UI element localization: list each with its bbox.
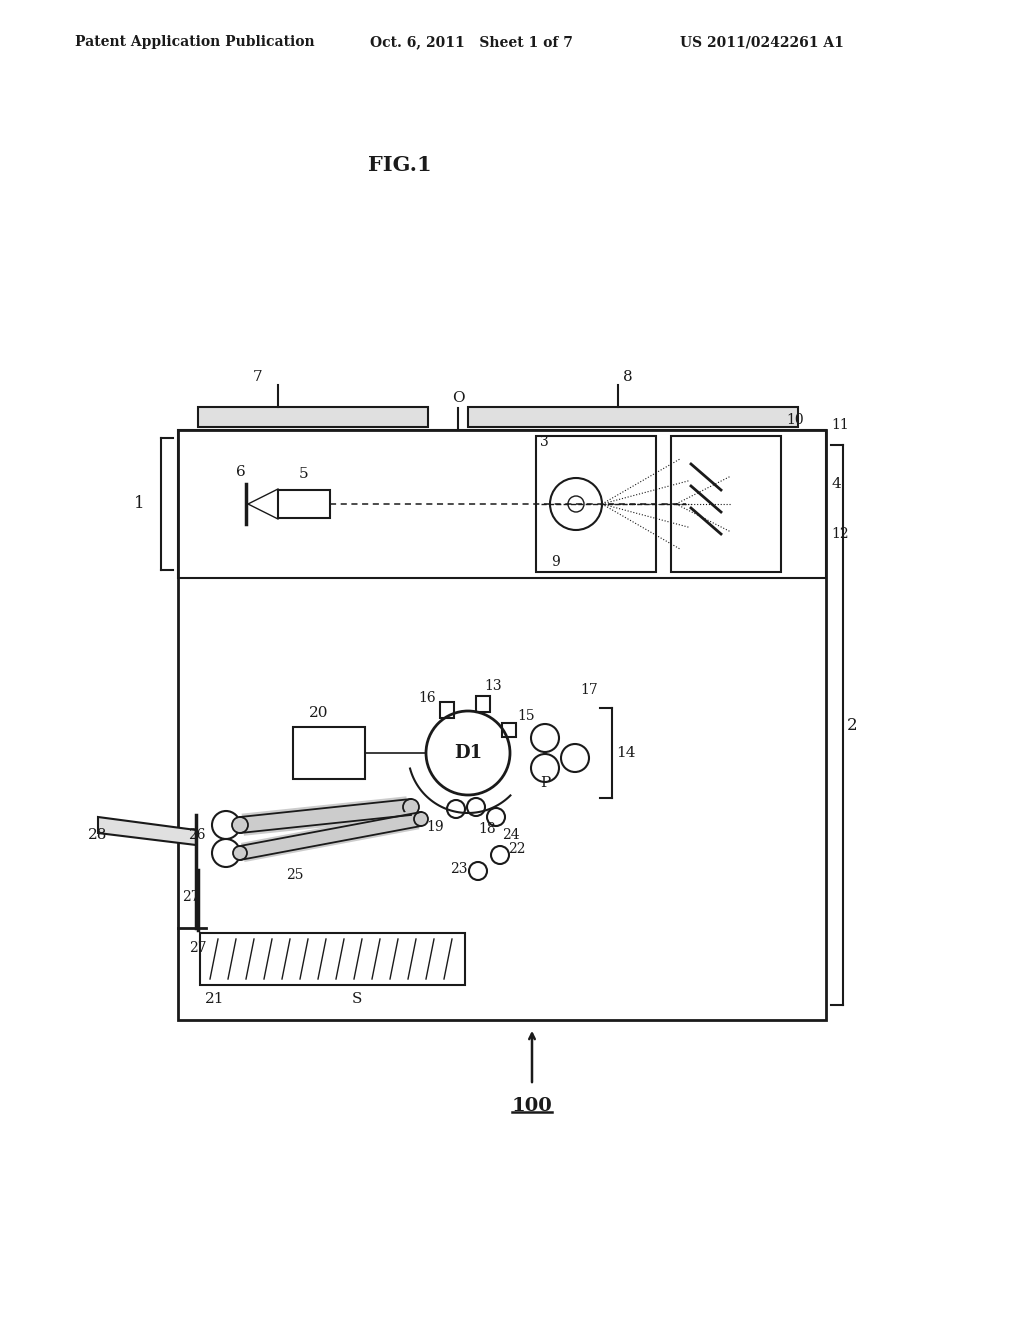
Bar [293, 727, 365, 779]
Bar [440, 702, 454, 718]
Circle shape [212, 810, 240, 840]
Text: S: S [352, 993, 362, 1006]
Bar [178, 430, 826, 578]
Bar [468, 407, 798, 426]
Circle shape [469, 862, 487, 880]
Text: 4: 4 [831, 477, 841, 491]
Circle shape [490, 846, 509, 865]
Circle shape [467, 799, 485, 816]
Text: 27: 27 [189, 941, 207, 954]
Circle shape [403, 799, 419, 814]
Text: 22: 22 [508, 842, 525, 855]
Text: 18: 18 [478, 822, 496, 836]
Circle shape [531, 754, 559, 781]
Circle shape [568, 496, 584, 512]
Text: 24: 24 [502, 828, 519, 842]
Circle shape [426, 711, 510, 795]
Text: 2: 2 [847, 717, 858, 734]
Text: US 2011/0242261 A1: US 2011/0242261 A1 [680, 36, 844, 49]
Text: 11: 11 [831, 418, 849, 432]
Text: 15: 15 [518, 710, 536, 723]
Text: 27: 27 [182, 890, 200, 904]
FancyArrowPatch shape [242, 796, 409, 836]
Bar [476, 696, 490, 711]
Text: P: P [540, 776, 550, 789]
Bar [200, 933, 465, 985]
Circle shape [212, 840, 240, 867]
Text: O: O [452, 391, 464, 405]
Circle shape [233, 846, 247, 861]
Bar [278, 490, 330, 517]
Text: 12: 12 [831, 527, 849, 541]
Polygon shape [98, 817, 196, 845]
Text: FIG.1: FIG.1 [369, 154, 432, 176]
Circle shape [550, 478, 602, 531]
Text: 9: 9 [552, 554, 560, 569]
Text: 20: 20 [309, 706, 329, 719]
Circle shape [561, 744, 589, 772]
Bar [178, 430, 826, 1020]
Text: 16: 16 [418, 692, 435, 705]
Text: 8: 8 [624, 370, 633, 384]
Text: 3: 3 [540, 436, 549, 449]
Text: 17: 17 [580, 682, 598, 697]
Text: 28: 28 [88, 828, 108, 842]
Circle shape [487, 808, 505, 826]
Text: 23: 23 [450, 862, 468, 876]
FancyArrowPatch shape [241, 810, 420, 862]
Text: 6: 6 [237, 465, 246, 479]
Circle shape [232, 817, 248, 833]
Text: Patent Application Publication: Patent Application Publication [75, 36, 314, 49]
Text: 26: 26 [188, 828, 206, 842]
Circle shape [531, 723, 559, 752]
Circle shape [447, 800, 465, 818]
Text: 13: 13 [484, 678, 502, 693]
Text: 25: 25 [286, 869, 303, 882]
Text: 100: 100 [512, 1097, 552, 1115]
Text: 10: 10 [786, 413, 804, 426]
Text: 14: 14 [616, 746, 636, 760]
Text: 21: 21 [205, 993, 224, 1006]
Text: D1: D1 [454, 744, 482, 762]
Text: 1: 1 [134, 495, 145, 512]
Text: 5: 5 [299, 467, 309, 480]
Circle shape [414, 812, 428, 826]
Text: 7: 7 [253, 370, 263, 384]
Text: 19: 19 [426, 820, 443, 834]
Bar [671, 436, 781, 572]
Bar [198, 407, 428, 426]
Bar [502, 722, 516, 737]
Bar [536, 436, 656, 572]
Text: Oct. 6, 2011   Sheet 1 of 7: Oct. 6, 2011 Sheet 1 of 7 [370, 36, 572, 49]
